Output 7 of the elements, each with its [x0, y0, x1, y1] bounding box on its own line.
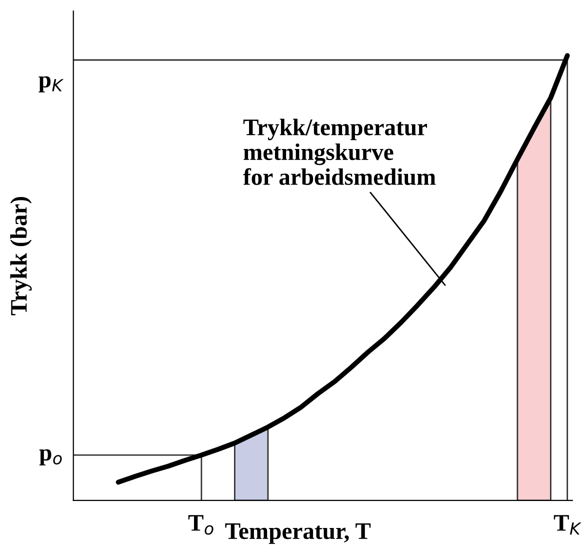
- x-tick-label: T$_{o}$: [188, 515, 214, 535]
- y-axis-title: Trykk (bar): [10, 197, 32, 316]
- text: p$_{K}$: [38, 76, 64, 92]
- x-axis-title: Temperatur, T: [225, 523, 371, 544]
- x-tick-label: T$_{K}$: [554, 515, 582, 534]
- ref-line-label: p$_{o}$: [39, 449, 62, 466]
- annotation: Trykk/temperatur metningskurve for arbeidsmedium: [243, 118, 436, 186]
